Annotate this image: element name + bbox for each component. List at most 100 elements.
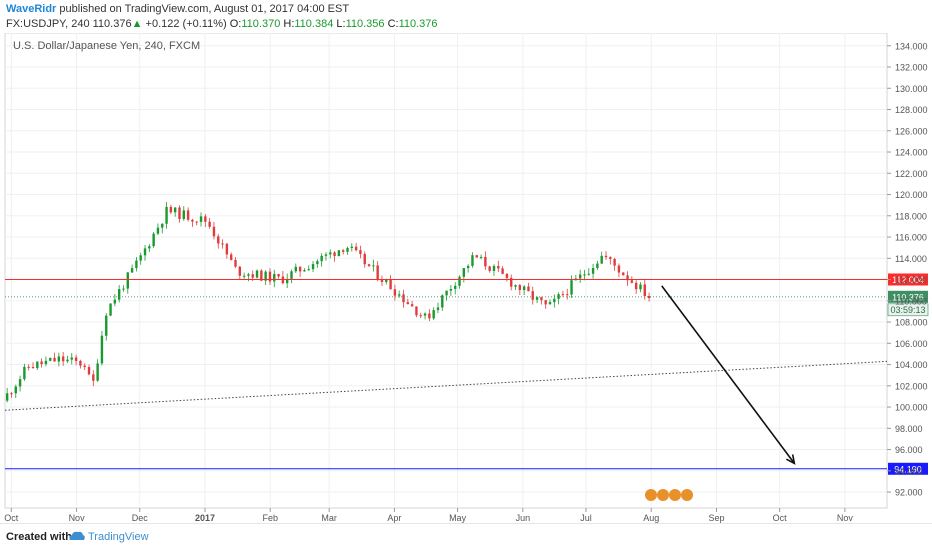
price-tag-label: 112.004 xyxy=(892,275,924,285)
trend-line xyxy=(4,360,888,411)
candle-body xyxy=(44,360,48,365)
candle-body xyxy=(225,243,229,255)
tradingview-cloud-icon xyxy=(69,531,85,540)
drawings: 112.004 94.190 110.376 03:59:13 xyxy=(4,273,929,475)
candle-body xyxy=(298,266,302,272)
candle-body xyxy=(570,280,573,295)
candle-body xyxy=(501,268,504,274)
candle-body xyxy=(419,315,422,317)
candle-body xyxy=(497,265,500,269)
candle-body xyxy=(70,357,73,360)
candle-body xyxy=(522,286,526,291)
close-value: 110.376 xyxy=(398,18,438,30)
candle-body xyxy=(130,268,134,273)
x-tick-label: Jul xyxy=(580,513,592,523)
candle-body xyxy=(100,335,104,364)
candle-body xyxy=(479,256,483,258)
candle-body xyxy=(553,298,556,303)
y-tick-label: 114.000 xyxy=(895,254,927,264)
events-icon[interactable] xyxy=(645,489,693,501)
y-tick-label: 130.000 xyxy=(895,84,928,94)
countdown-tag xyxy=(887,303,929,317)
candle-body xyxy=(402,294,405,303)
candle-body xyxy=(449,288,453,291)
x-axis: Oct Nov Dec 2017 Feb Mar Apr May Jun Jul Aug Sep Oct… xyxy=(4,508,853,523)
symbol-label: FX:USDJPY, 240 xyxy=(6,18,90,30)
candle-body xyxy=(454,285,457,289)
candle-body xyxy=(609,257,612,259)
author-link[interactable]: WaveRidr xyxy=(6,3,57,15)
y-tick-label: 94.000 xyxy=(895,466,923,476)
chart-area[interactable]: 112.004 94.190 110.376 03:59:13 134.000 132.… xyxy=(0,33,932,523)
candle-body xyxy=(591,268,595,274)
chart-title: U.S. Dollar/Japanese Yen, 240, FXCM xyxy=(13,40,200,52)
candle-body xyxy=(74,357,78,361)
tradingview-brand[interactable]: TradingView xyxy=(88,531,149,543)
candle-body xyxy=(376,265,379,280)
open-label: O: xyxy=(229,18,242,30)
candle-body xyxy=(354,246,358,251)
price-tag xyxy=(888,290,928,303)
y-tick-label: 116.000 xyxy=(895,233,927,243)
last-price: 110.376 xyxy=(92,18,132,30)
high-label: H: xyxy=(283,18,295,30)
candle-body xyxy=(643,284,646,296)
candle-body xyxy=(566,294,569,296)
countdown-label: 03:59:13 xyxy=(890,305,925,315)
candle-body xyxy=(173,207,177,213)
candle-body xyxy=(324,254,328,256)
candle-body xyxy=(186,210,190,220)
candle-body xyxy=(255,270,259,278)
publish-line: WaveRidr published on TradingView.com, A… xyxy=(6,2,349,16)
x-tick-label: Jun xyxy=(516,513,531,523)
y-tick-label: 124.000 xyxy=(895,148,928,158)
y-tick-label: 92.000 xyxy=(895,488,923,498)
x-tick-label: Nov xyxy=(69,513,86,523)
candle-body xyxy=(31,367,35,369)
candle-body xyxy=(143,248,147,256)
candle-body xyxy=(393,289,397,296)
y-tick-label: 100.000 xyxy=(895,403,928,413)
candle-body xyxy=(578,274,582,279)
candle-body xyxy=(316,261,319,265)
candle-body xyxy=(268,271,272,282)
candle-body xyxy=(83,365,86,368)
candles xyxy=(5,201,651,403)
candle-body xyxy=(441,295,444,308)
candle-body xyxy=(285,278,289,284)
candle-body xyxy=(363,253,366,265)
y-tick-label: 104.000 xyxy=(895,360,928,370)
candle-body xyxy=(273,274,276,282)
candle-body xyxy=(152,233,155,247)
y-tick-label: 132.000 xyxy=(895,63,928,73)
x-tick-label: Mar xyxy=(321,513,337,523)
candle-body xyxy=(596,263,599,269)
candle-body xyxy=(49,357,52,361)
candle-body xyxy=(126,272,129,289)
candle-body xyxy=(40,361,43,365)
y-tick-label: 122.000 xyxy=(895,169,928,179)
published-text: published on TradingView.com, August 01,… xyxy=(59,3,350,15)
low-label: L: xyxy=(336,18,346,30)
candle-body xyxy=(212,226,216,237)
candle-body xyxy=(540,297,543,301)
candle-body xyxy=(66,359,69,362)
candle-body xyxy=(531,291,534,300)
y-tick-label: 98.000 xyxy=(895,424,923,434)
y-tick-label: 112.000 xyxy=(895,275,927,285)
candle-body xyxy=(161,223,164,228)
candle-body xyxy=(341,250,345,252)
candle-body xyxy=(337,250,341,257)
candle-body xyxy=(139,255,142,261)
candle-body xyxy=(535,297,539,300)
y-tick-label: 118.000 xyxy=(895,211,927,221)
plot-frame xyxy=(4,33,888,509)
y-tick-label: 120.000 xyxy=(895,190,928,200)
created-with-label: Created with xyxy=(6,531,73,543)
candle-body xyxy=(639,284,642,290)
y-tick-label: 108.000 xyxy=(895,318,928,328)
candle-body xyxy=(165,206,168,224)
y-axis: 134.000 132.000 130.000 128.000 126.000 124.0… xyxy=(887,41,928,498)
candle-body xyxy=(415,306,418,316)
candle-body xyxy=(488,266,491,271)
